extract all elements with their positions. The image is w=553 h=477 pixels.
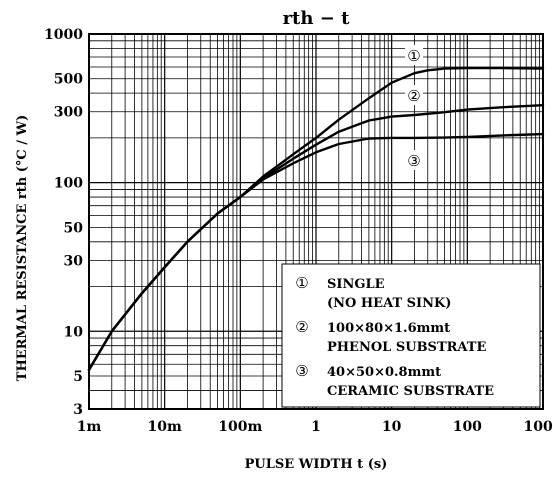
- x-tick-label: 1000: [524, 419, 553, 435]
- legend-label: PHENOL SUBSTRATE: [327, 340, 486, 355]
- y-tick-label: 500: [54, 72, 83, 88]
- y-axis-label: THERMAL RESISTANCE rth (°C / W): [15, 115, 30, 381]
- legend-marker-2: ②: [295, 318, 308, 336]
- legend-label: 40×50×0.8mmt: [327, 365, 441, 380]
- axis-ticks: 1m 10m 100m 1 10 100 1000 3 5 10 30 50 100 300 500 1000: [44, 27, 553, 435]
- y-tick-label: 3: [73, 402, 83, 418]
- legend-label: 100×80×1.6mmt: [327, 321, 450, 336]
- y-tick-label: 100: [54, 176, 83, 192]
- curve-marker-bg: [405, 45, 423, 65]
- x-tick-label: 1: [311, 419, 321, 435]
- x-axis-label: PULSE WIDTH t (s): [245, 457, 388, 472]
- chart-series: [87, 66, 545, 372]
- legend-box: [281, 263, 541, 408]
- curve-markers: ① ② ③: [405, 45, 423, 170]
- chart-title: rth − t: [283, 8, 351, 29]
- y-tick-label: 1000: [44, 27, 83, 43]
- legend-label: CERAMIC SUBSTRATE: [327, 384, 494, 399]
- x-tick-label: 100m: [218, 419, 262, 435]
- curve-marker-3: ③: [407, 152, 420, 170]
- plot-frame: [88, 33, 544, 410]
- curve-marker-bg: [405, 85, 423, 105]
- y-tick-label: 30: [64, 253, 84, 269]
- curve-marker-2: ②: [407, 87, 420, 105]
- x-tick-label: 100: [453, 419, 482, 435]
- x-tick-label: 1m: [77, 419, 102, 435]
- legend-marker-3: ③: [295, 362, 308, 380]
- legend-label: SINGLE: [327, 277, 385, 292]
- curve-marker-bg: [405, 150, 423, 170]
- y-tick-label: 300: [54, 105, 83, 121]
- chart-legend: ① SINGLE (NO HEAT SINK) ② 100×80×1.6mmt PHENO…: [281, 263, 541, 408]
- legend-label: (NO HEAT SINK): [327, 296, 451, 311]
- curve-marker-1: ①: [407, 47, 420, 65]
- y-tick-label: 50: [64, 220, 84, 236]
- x-tick-label: 10: [382, 419, 402, 435]
- legend-marker-1: ①: [295, 274, 308, 292]
- x-tick-label: 10m: [148, 419, 182, 435]
- series-line-3: [87, 132, 545, 372]
- y-tick-label: 5: [73, 369, 83, 385]
- y-tick-label: 10: [64, 324, 84, 340]
